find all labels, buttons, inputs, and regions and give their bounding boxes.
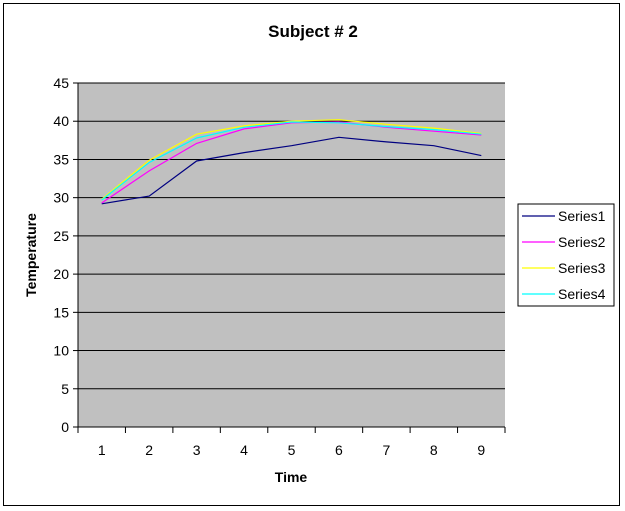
y-axis-ticks: 0 5 10 15 20 25 30 35 40 45 bbox=[53, 75, 78, 435]
legend-label-3: Series3 bbox=[558, 260, 606, 276]
x-tick-label: 2 bbox=[145, 442, 153, 458]
legend-box bbox=[517, 203, 615, 307]
y-tick-label: 45 bbox=[53, 75, 69, 91]
y-tick-label: 30 bbox=[53, 190, 69, 206]
x-tick-label: 9 bbox=[477, 442, 485, 458]
axes bbox=[77, 83, 505, 428]
series-line-4 bbox=[101, 121, 482, 201]
x-tick-label: 7 bbox=[382, 442, 390, 458]
y-tick-label: 15 bbox=[53, 304, 69, 320]
series-line-3 bbox=[101, 119, 482, 200]
y-tick-label: 10 bbox=[53, 343, 69, 359]
legend: Series1 Series2 Series3 Series4 bbox=[517, 203, 615, 307]
x-tick-label: 6 bbox=[335, 442, 343, 458]
plot-area bbox=[78, 83, 505, 427]
legend-label-4: Series4 bbox=[558, 286, 606, 302]
y-tick-label: 40 bbox=[53, 113, 69, 129]
x-axis-title: Time bbox=[275, 469, 308, 485]
y-axis-title: Temperature bbox=[23, 213, 39, 297]
chart-title: Subject # 2 bbox=[268, 22, 358, 41]
x-tick-label: 8 bbox=[430, 442, 438, 458]
y-tick-label: 5 bbox=[61, 381, 69, 397]
y-tick-label: 35 bbox=[53, 151, 69, 167]
gridlines bbox=[78, 82, 505, 390]
legend-label-1: Series1 bbox=[558, 208, 606, 224]
y-tick-label: 0 bbox=[61, 419, 69, 435]
series-lines bbox=[101, 119, 482, 205]
series-line-2 bbox=[101, 121, 482, 204]
x-tick-label: 5 bbox=[288, 442, 296, 458]
y-tick-label: 20 bbox=[53, 266, 69, 282]
x-tick-label: 3 bbox=[193, 442, 201, 458]
series-line-1 bbox=[101, 136, 482, 205]
legend-label-2: Series2 bbox=[558, 234, 606, 250]
x-tick-label: 4 bbox=[240, 442, 248, 458]
x-axis-ticks: 1 2 3 4 5 6 7 8 9 bbox=[77, 427, 506, 458]
y-tick-label: 25 bbox=[53, 228, 69, 244]
x-tick-label: 1 bbox=[98, 442, 106, 458]
